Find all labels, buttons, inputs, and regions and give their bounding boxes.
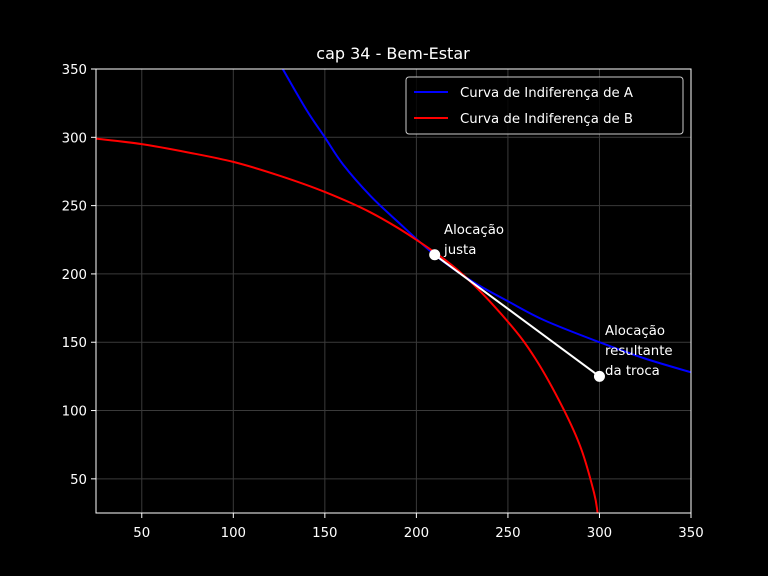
legend: Curva de Indiferença de A Curva de Indif… (405, 76, 684, 135)
annotation-justa-line-2: justa (443, 243, 476, 258)
annotation-resultante-line-2: resultante (605, 344, 673, 359)
tick-label-x-100: 100 (221, 526, 246, 541)
tick-label-x-150: 150 (312, 526, 337, 541)
tick-label-y-100: 100 (62, 405, 87, 420)
tick-label-x-50: 50 (133, 526, 150, 541)
tick-label-y-350: 350 (62, 63, 87, 78)
tick-label-y-200: 200 (62, 268, 87, 283)
tick-label-y-300: 300 (62, 131, 87, 146)
point-alocacao-resultante (593, 370, 605, 382)
axis-ticks: 50 100 150 200 250 300 350 50 100 150 200 250 300 350 (62, 63, 704, 541)
tick-label-x-350: 350 (678, 526, 703, 541)
annotation-resultante-line-3: da troca (605, 364, 660, 379)
annotation-alocacao-justa: Alocação justa (443, 223, 508, 258)
legend-label-a: Curva de Indiferença de A (460, 86, 633, 101)
plot-area (96, 69, 691, 513)
legend-box (405, 76, 684, 135)
series-line-b (96, 137, 599, 513)
tick-label-y-250: 250 (62, 200, 87, 215)
annotation-resultante-line-1: Alocação (605, 324, 665, 339)
legend-label-b: Curva de Indiferença de B (460, 112, 633, 127)
exchange-segment (434, 253, 601, 378)
chart-title: cap 34 - Bem-Estar (316, 44, 470, 63)
tick-label-x-200: 200 (404, 526, 429, 541)
annotation-justa-line-1: Alocação (444, 223, 504, 238)
axes-frame (95, 68, 692, 514)
tick-label-y-50: 50 (70, 473, 87, 488)
point-alocacao-justa (429, 249, 441, 261)
annotation-alocacao-resultante: Alocação resultante da troca (605, 324, 677, 379)
tick-label-x-250: 250 (495, 526, 520, 541)
tick-label-y-150: 150 (62, 336, 87, 351)
tick-label-x-300: 300 (587, 526, 612, 541)
